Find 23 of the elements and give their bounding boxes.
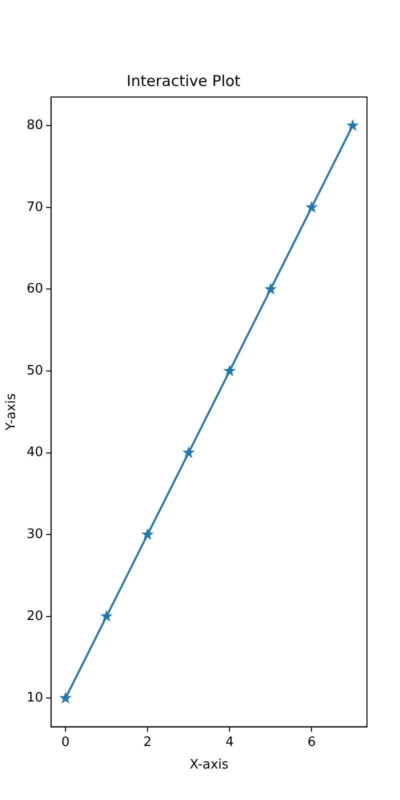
y-tick-label: 40 xyxy=(26,445,44,460)
x-tick-label: 2 xyxy=(143,734,152,750)
point xyxy=(101,610,112,621)
point xyxy=(306,202,317,212)
point xyxy=(347,120,358,130)
y-tick-label: 20 xyxy=(26,608,44,624)
point xyxy=(60,692,71,703)
y-tick-label: 30 xyxy=(26,526,44,542)
point xyxy=(183,447,194,458)
point xyxy=(142,529,153,540)
point xyxy=(265,284,276,294)
x-tick-label: 4 xyxy=(225,734,234,750)
y-tick-label: 60 xyxy=(26,282,44,297)
y-tick-label: 70 xyxy=(26,200,44,215)
x-tick-label: 0 xyxy=(61,734,70,750)
y-axis-title: Y-axis xyxy=(4,393,20,432)
y-tick-label: 10 xyxy=(26,690,44,706)
y-tick-label: 80 xyxy=(26,118,44,133)
x-axis-title: X-axis xyxy=(190,758,229,773)
y-tick-label: 50 xyxy=(26,363,44,378)
point xyxy=(224,366,235,376)
x-tick-label: 6 xyxy=(307,734,316,750)
chart-title: Interactive Plot xyxy=(126,72,241,90)
